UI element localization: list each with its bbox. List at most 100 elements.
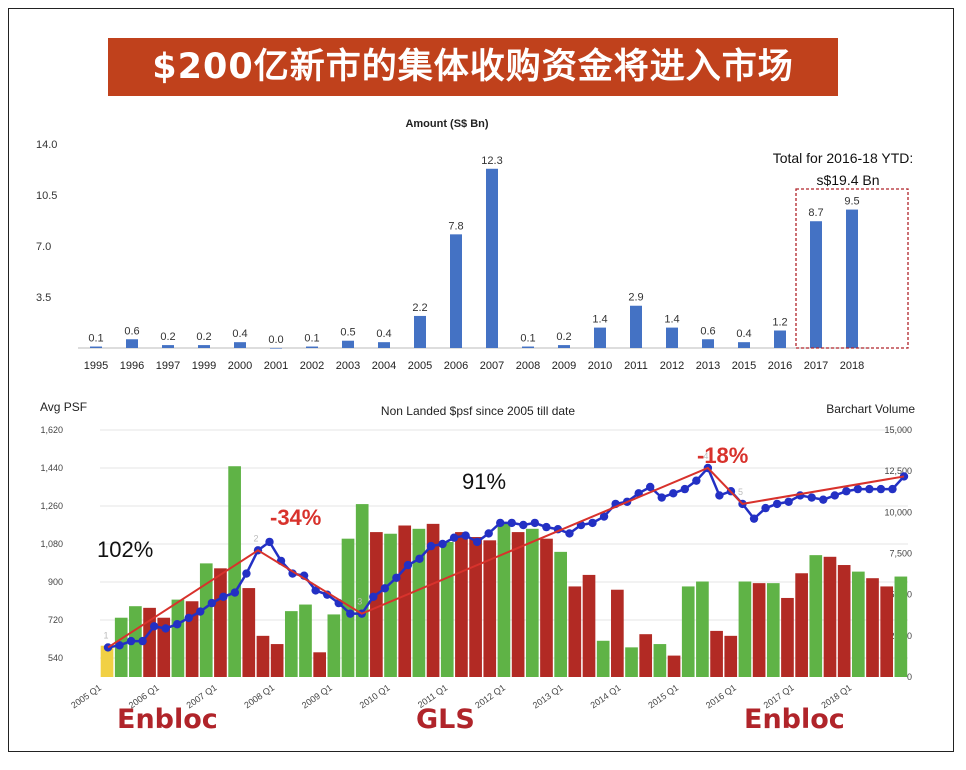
point-marker: 2 <box>253 533 258 543</box>
psf-point <box>507 518 516 528</box>
psf-point <box>830 491 839 500</box>
data-label: 0.5 <box>340 327 355 339</box>
volume-bar <box>270 644 284 677</box>
psf-point <box>888 484 897 494</box>
bar-2012 <box>666 327 678 348</box>
psf-point <box>449 533 459 542</box>
data-label: 0.4 <box>232 328 247 340</box>
data-label: 9.5 <box>844 196 859 208</box>
psf-point <box>819 495 828 504</box>
data-label: 0.2 <box>556 331 571 343</box>
bar-2013 <box>702 339 714 348</box>
psf-point <box>322 590 332 599</box>
trend-line <box>107 466 905 649</box>
volume-bar <box>455 532 468 677</box>
data-label: 0.1 <box>520 333 535 345</box>
volume-bar <box>653 644 667 677</box>
volume-bar <box>511 532 525 677</box>
data-label: 2.2 <box>412 302 427 314</box>
psf-point <box>173 620 182 629</box>
x-tick-label: 1997 <box>156 360 180 372</box>
data-label: 1.4 <box>592 314 607 326</box>
x-tick-label: 2005 <box>408 360 432 372</box>
volume-bar <box>752 583 766 677</box>
psf-point <box>484 529 493 538</box>
slide-title-banner: $200亿新市的集体收购资金将进入市场 <box>108 38 838 96</box>
y-tick-label-left: 720 <box>48 615 63 625</box>
y-tick-label-left: 1,080 <box>40 539 63 549</box>
bar-2016 <box>774 330 786 348</box>
point-marker: 1 <box>103 630 108 640</box>
x-tick-label: 2015 <box>732 360 756 372</box>
volume-bar <box>809 555 823 677</box>
bar-2003 <box>342 340 354 348</box>
x-tick-label: 2013 <box>696 360 720 372</box>
volume-bar <box>880 586 894 677</box>
data-label: 12.3 <box>481 155 502 167</box>
footer-label-enbloc-left: Enbloc <box>117 704 218 735</box>
bar-2011 <box>630 305 642 348</box>
y-tick-label-right: 12,500 <box>884 466 912 476</box>
y-tick-label: 3.5 <box>36 292 51 304</box>
psf-point <box>876 484 886 494</box>
enbloc-amount-bar-chart: Amount (S$ Bn) 14.0 10.5 7.0 3.5 0.1 1995 0.6 19… <box>36 118 914 372</box>
psf-point <box>761 503 770 513</box>
volume-bar <box>242 588 256 677</box>
x-tick-label: 1996 <box>120 360 144 372</box>
volume-bar <box>596 640 610 677</box>
psf-volume-combo-chart: Avg PSF Non Landed $psf since 2005 till d… <box>40 400 915 710</box>
psf-point <box>496 518 505 528</box>
volume-bar <box>611 589 624 677</box>
chart-title: Amount (S$ Bn) <box>405 118 488 130</box>
psf-point <box>599 512 609 521</box>
y-axis-right-title: Barchart Volume <box>826 402 915 416</box>
data-label: 0.1 <box>304 333 319 345</box>
data-label: 0.4 <box>376 328 391 340</box>
x-tick-label: 2007 <box>480 360 504 372</box>
bar-2005 <box>414 315 426 348</box>
psf-point <box>692 476 701 485</box>
x-tick-label: 2002 <box>300 360 324 372</box>
bar-2002 <box>306 346 318 348</box>
x-tick-label: 2000 <box>228 360 252 372</box>
psf-point <box>346 609 355 618</box>
bar-1997 <box>162 345 174 348</box>
volume-bar <box>795 573 808 677</box>
psf-point <box>588 518 597 528</box>
x-tick-label: 1999 <box>192 360 216 372</box>
x-tick-label: 2005 Q1 <box>69 682 103 710</box>
bar-2000 <box>234 342 246 348</box>
psf-point <box>842 487 851 496</box>
x-tick-label: 2015 Q1 <box>646 682 680 710</box>
psf-point <box>657 493 666 502</box>
psf-point <box>311 586 320 595</box>
x-tick-label: 2011 <box>624 360 648 372</box>
psf-point <box>196 607 205 616</box>
psf-point <box>149 622 159 631</box>
volume-bar <box>837 565 851 677</box>
volume-bar <box>440 541 454 677</box>
psf-point <box>680 484 690 494</box>
x-tick-label: 1995 <box>84 360 108 372</box>
volume-bar <box>157 617 171 677</box>
bar-1996 <box>126 339 138 348</box>
point-marker: 4 <box>703 451 708 461</box>
x-tick-label: 2006 <box>444 360 468 372</box>
volume-bar <box>667 655 681 677</box>
y-tick-label: 10.5 <box>36 190 57 202</box>
x-tick-label: 2016 <box>768 360 792 372</box>
annotation-total-line1: Total for 2016-18 YTD: <box>773 150 914 166</box>
data-label: 7.8 <box>448 220 463 232</box>
bar-2017 <box>810 221 822 348</box>
highlight-box <box>795 188 909 349</box>
x-tick-label: 2010 <box>588 360 612 372</box>
psf-point <box>126 636 136 646</box>
volume-bar <box>327 614 341 677</box>
volume-bar <box>384 533 397 677</box>
psf-point <box>369 592 378 601</box>
annotation-minus18pct: -18% <box>697 443 748 468</box>
annotation-total-line2: s$19.4 Bn <box>816 172 879 188</box>
psf-point <box>138 636 147 646</box>
volume-bar <box>100 645 114 677</box>
y-tick-label-left: 540 <box>48 653 63 663</box>
